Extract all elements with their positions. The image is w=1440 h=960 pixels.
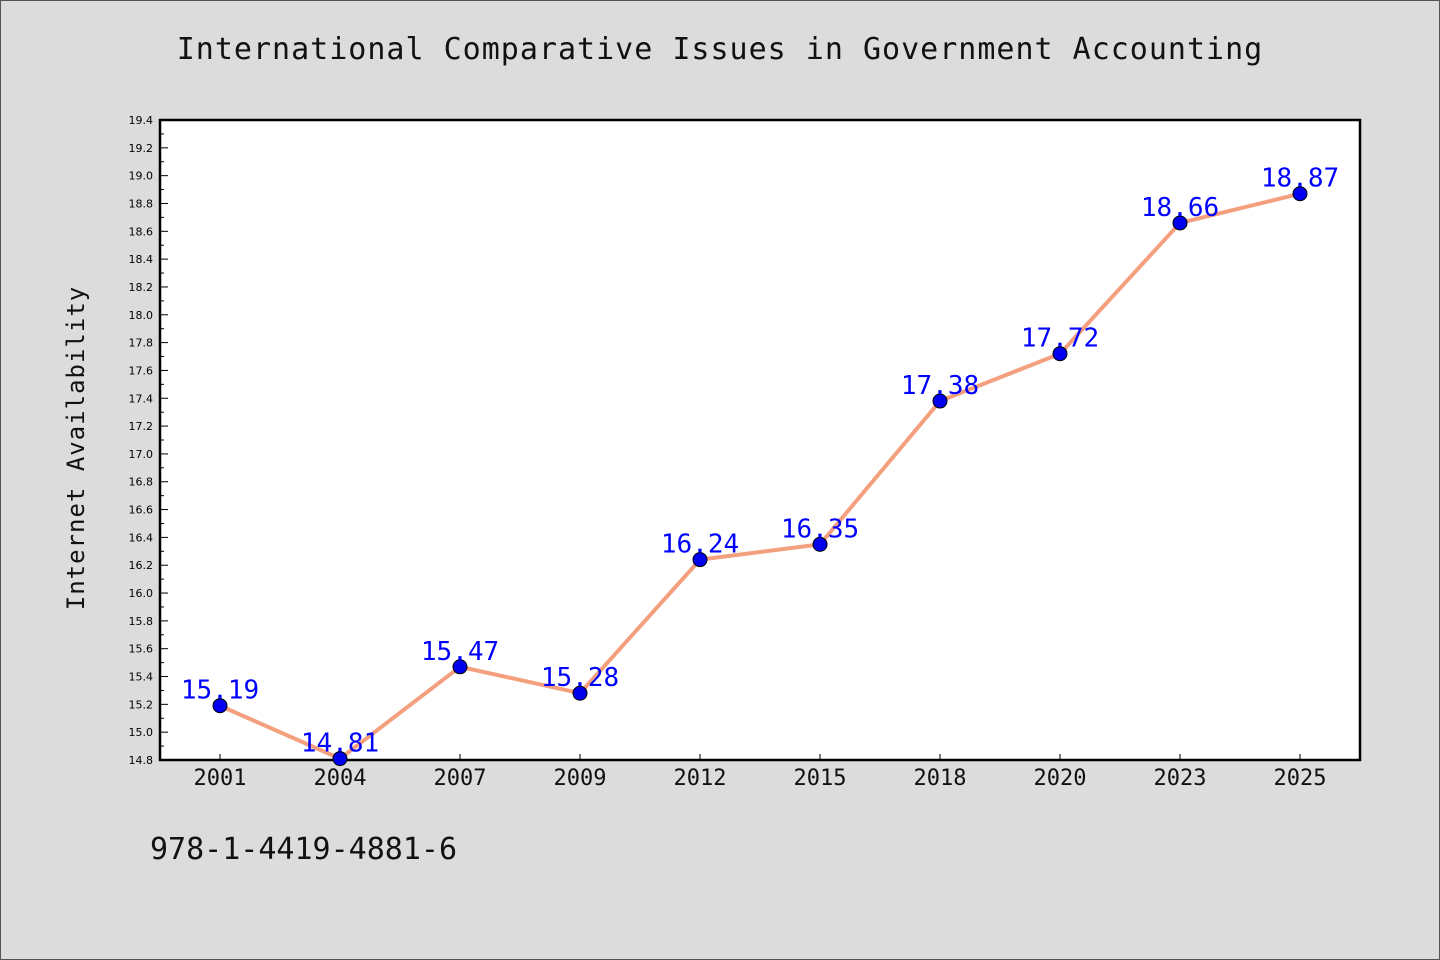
y-tick-label: 17.6 [129, 364, 154, 377]
y-tick-label: 17.8 [129, 337, 154, 350]
data-point [212, 698, 228, 714]
x-tick-label: 2025 [1274, 766, 1327, 791]
data-label: 15.19 [181, 676, 259, 706]
data-point [1172, 215, 1188, 231]
y-tick-label: 16.8 [129, 476, 154, 489]
y-tick-label: 18.2 [129, 281, 154, 294]
y-tick-label: 16.0 [129, 587, 154, 600]
data-point [572, 685, 588, 701]
data-point [332, 751, 348, 767]
plot-area [158, 118, 1362, 762]
data-label: 15.47 [421, 637, 499, 667]
data-point [932, 393, 948, 409]
x-tick-label: 2009 [554, 766, 607, 791]
data-point [452, 659, 468, 675]
y-tick-label: 19.4 [129, 114, 154, 127]
y-tick-label: 15.8 [129, 615, 154, 628]
y-tick-label: 18.6 [129, 225, 154, 238]
x-tick-label: 2012 [674, 766, 727, 791]
data-label: 14.81 [301, 729, 379, 759]
y-tick-label: 17.0 [129, 448, 154, 461]
data-label: 18.66 [1141, 193, 1219, 223]
y-tick-label: 14.8 [129, 754, 154, 767]
x-tick-label: 2020 [1034, 766, 1087, 791]
data-label: 16.24 [661, 530, 739, 560]
x-tick-label: 2015 [794, 766, 847, 791]
y-tick-label: 16.6 [129, 504, 154, 517]
y-tick-label: 15.0 [129, 726, 154, 739]
y-tick-label: 17.2 [129, 420, 154, 433]
y-tick-label: 16.2 [129, 559, 154, 572]
y-tick-label: 16.4 [129, 531, 154, 544]
data-point [1292, 186, 1308, 202]
data-point [812, 536, 828, 552]
data-label: 17.38 [901, 371, 979, 401]
chart-title: International Comparative Issues in Gove… [176, 32, 1264, 67]
data-label: 18.87 [1261, 164, 1339, 194]
x-tick-label: 2007 [434, 766, 487, 791]
data-point [1052, 346, 1068, 362]
data-label: 16.35 [781, 514, 859, 544]
y-tick-label: 18.4 [129, 253, 154, 266]
isbn-text: 978-1-4419-4881-6 [150, 832, 458, 867]
data-point [692, 552, 708, 568]
data-label: 15.28 [541, 663, 619, 693]
y-tick-label: 15.4 [129, 671, 154, 684]
y-tick-label: 19.2 [129, 142, 154, 155]
x-tick-label: 2023 [1154, 766, 1207, 791]
y-tick-label: 19.0 [129, 170, 154, 183]
y-tick-label: 17.4 [129, 392, 154, 405]
data-label: 17.72 [1021, 324, 1099, 354]
series-line [218, 191, 1302, 761]
y-tick-label: 18.0 [129, 309, 154, 322]
y-tick-label: 18.8 [129, 197, 154, 210]
y-tick-label: 15.6 [129, 643, 154, 656]
x-tick-label: 2004 [314, 766, 367, 791]
y-tick-label: 15.2 [129, 698, 154, 711]
x-tick-label: 2001 [194, 766, 247, 791]
x-tick-label: 2018 [914, 766, 967, 791]
